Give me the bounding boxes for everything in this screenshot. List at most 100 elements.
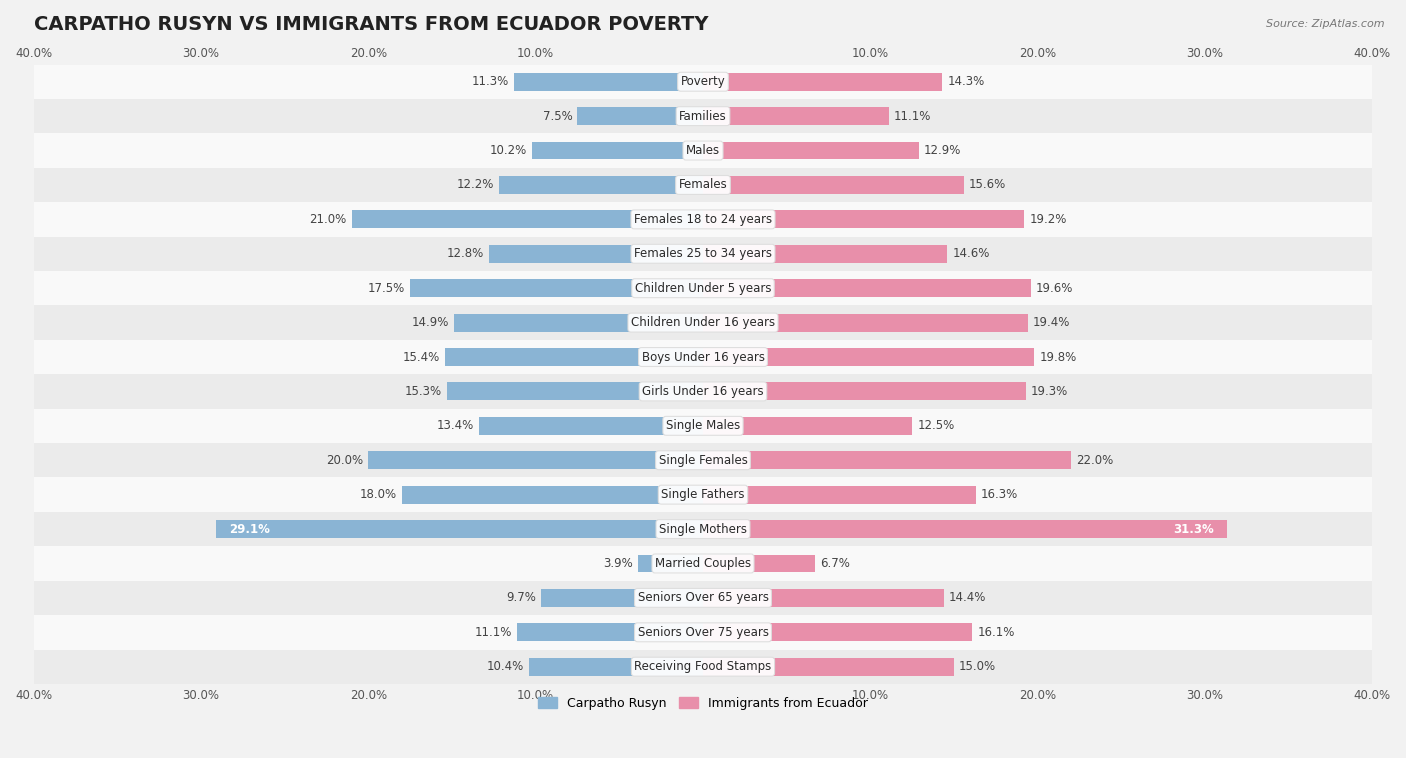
Text: 11.1%: 11.1%: [894, 110, 931, 123]
Text: 15.4%: 15.4%: [404, 350, 440, 364]
Bar: [703, 314, 1028, 331]
Text: 14.6%: 14.6%: [952, 247, 990, 260]
Text: 11.1%: 11.1%: [475, 626, 512, 639]
Bar: [513, 73, 703, 91]
Text: Females: Females: [679, 178, 727, 192]
Text: 14.3%: 14.3%: [948, 75, 984, 88]
Bar: [703, 417, 912, 435]
Text: Seniors Over 75 years: Seniors Over 75 years: [637, 626, 769, 639]
Text: 22.0%: 22.0%: [1076, 454, 1114, 467]
Bar: [499, 176, 703, 194]
Bar: [34, 168, 1372, 202]
Bar: [638, 555, 703, 572]
Text: Receiving Food Stamps: Receiving Food Stamps: [634, 660, 772, 673]
Bar: [34, 305, 1372, 340]
Bar: [447, 383, 703, 400]
Bar: [34, 443, 1372, 478]
Text: 17.5%: 17.5%: [368, 282, 405, 295]
Text: Females 25 to 34 years: Females 25 to 34 years: [634, 247, 772, 260]
Bar: [411, 279, 703, 297]
Bar: [703, 486, 976, 503]
Text: 19.4%: 19.4%: [1032, 316, 1070, 329]
Text: 12.2%: 12.2%: [457, 178, 494, 192]
Bar: [703, 348, 1035, 366]
Text: 15.3%: 15.3%: [405, 385, 441, 398]
Bar: [517, 623, 703, 641]
Text: 19.2%: 19.2%: [1029, 213, 1067, 226]
Text: 12.5%: 12.5%: [917, 419, 955, 432]
Bar: [578, 107, 703, 125]
Bar: [34, 650, 1372, 684]
Text: 6.7%: 6.7%: [820, 557, 851, 570]
Bar: [34, 99, 1372, 133]
Bar: [703, 279, 1031, 297]
Text: Children Under 16 years: Children Under 16 years: [631, 316, 775, 329]
Bar: [34, 581, 1372, 615]
Bar: [34, 271, 1372, 305]
Bar: [402, 486, 703, 503]
Text: Girls Under 16 years: Girls Under 16 years: [643, 385, 763, 398]
Bar: [703, 107, 889, 125]
Text: 20.0%: 20.0%: [326, 454, 363, 467]
Bar: [703, 451, 1071, 469]
Bar: [34, 64, 1372, 99]
Bar: [368, 451, 703, 469]
Text: Children Under 5 years: Children Under 5 years: [634, 282, 772, 295]
Bar: [703, 589, 943, 607]
Bar: [703, 520, 1227, 538]
Text: Married Couples: Married Couples: [655, 557, 751, 570]
Bar: [703, 73, 942, 91]
Text: 14.4%: 14.4%: [949, 591, 987, 604]
Bar: [703, 623, 973, 641]
Text: 13.4%: 13.4%: [436, 419, 474, 432]
Text: Single Fathers: Single Fathers: [661, 488, 745, 501]
Text: 19.8%: 19.8%: [1039, 350, 1077, 364]
Bar: [529, 658, 703, 675]
Text: Single Mothers: Single Mothers: [659, 522, 747, 536]
Text: 14.9%: 14.9%: [411, 316, 449, 329]
Text: Males: Males: [686, 144, 720, 157]
Bar: [34, 478, 1372, 512]
Text: Source: ZipAtlas.com: Source: ZipAtlas.com: [1267, 19, 1385, 29]
Bar: [34, 409, 1372, 443]
Bar: [446, 348, 703, 366]
Text: 3.9%: 3.9%: [603, 557, 633, 570]
Bar: [454, 314, 703, 331]
Bar: [34, 374, 1372, 409]
Text: 10.2%: 10.2%: [491, 144, 527, 157]
Bar: [703, 176, 965, 194]
Text: 29.1%: 29.1%: [229, 522, 270, 536]
Text: 16.3%: 16.3%: [981, 488, 1018, 501]
Text: 12.8%: 12.8%: [447, 247, 484, 260]
Bar: [703, 658, 955, 675]
Bar: [703, 211, 1025, 228]
Bar: [34, 340, 1372, 374]
Text: 19.3%: 19.3%: [1031, 385, 1069, 398]
Text: 15.0%: 15.0%: [959, 660, 997, 673]
Bar: [34, 547, 1372, 581]
Text: Poverty: Poverty: [681, 75, 725, 88]
Text: CARPATHO RUSYN VS IMMIGRANTS FROM ECUADOR POVERTY: CARPATHO RUSYN VS IMMIGRANTS FROM ECUADO…: [34, 15, 709, 34]
Bar: [703, 555, 815, 572]
Bar: [478, 417, 703, 435]
Text: 7.5%: 7.5%: [543, 110, 572, 123]
Bar: [703, 245, 948, 263]
Text: 31.3%: 31.3%: [1173, 522, 1213, 536]
Text: 19.6%: 19.6%: [1036, 282, 1073, 295]
Legend: Carpatho Rusyn, Immigrants from Ecuador: Carpatho Rusyn, Immigrants from Ecuador: [533, 692, 873, 715]
Bar: [34, 236, 1372, 271]
Text: 11.3%: 11.3%: [471, 75, 509, 88]
Bar: [34, 202, 1372, 236]
Bar: [34, 512, 1372, 547]
Bar: [533, 142, 703, 159]
Bar: [352, 211, 703, 228]
Bar: [703, 383, 1026, 400]
Text: 12.9%: 12.9%: [924, 144, 962, 157]
Bar: [703, 142, 920, 159]
Text: Seniors Over 65 years: Seniors Over 65 years: [637, 591, 769, 604]
Bar: [34, 615, 1372, 650]
Text: 9.7%: 9.7%: [506, 591, 536, 604]
Text: 21.0%: 21.0%: [309, 213, 346, 226]
Text: Females 18 to 24 years: Females 18 to 24 years: [634, 213, 772, 226]
Bar: [541, 589, 703, 607]
